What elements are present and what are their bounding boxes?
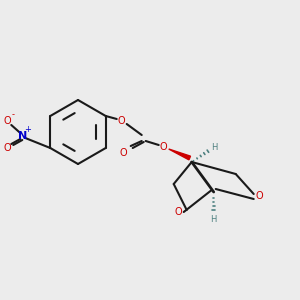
Polygon shape [169, 149, 190, 160]
Text: H: H [212, 143, 218, 152]
Text: -: - [12, 110, 15, 119]
Text: O: O [4, 143, 11, 153]
Text: N: N [18, 131, 27, 141]
Text: O: O [4, 116, 11, 126]
Text: O: O [160, 142, 167, 152]
Text: O: O [120, 148, 127, 158]
Text: O: O [256, 191, 263, 201]
Text: H: H [211, 215, 217, 224]
Text: +: + [24, 125, 31, 134]
Text: O: O [175, 207, 182, 217]
Text: O: O [118, 116, 125, 126]
